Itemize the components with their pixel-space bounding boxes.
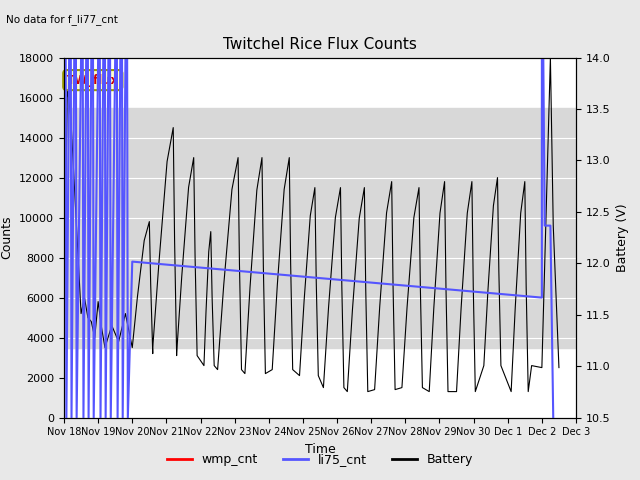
Y-axis label: Counts: Counts [1,216,13,259]
Y-axis label: Battery (V): Battery (V) [616,204,629,272]
Bar [64,108,576,348]
Text: No data for f_li77_cnt: No data for f_li77_cnt [6,14,118,25]
Title: Twitchel Rice Flux Counts: Twitchel Rice Flux Counts [223,37,417,52]
X-axis label: Time: Time [305,443,335,456]
Text: TW_flux: TW_flux [67,73,119,86]
Legend: wmp_cnt, li75_cnt, Battery: wmp_cnt, li75_cnt, Battery [162,448,478,471]
